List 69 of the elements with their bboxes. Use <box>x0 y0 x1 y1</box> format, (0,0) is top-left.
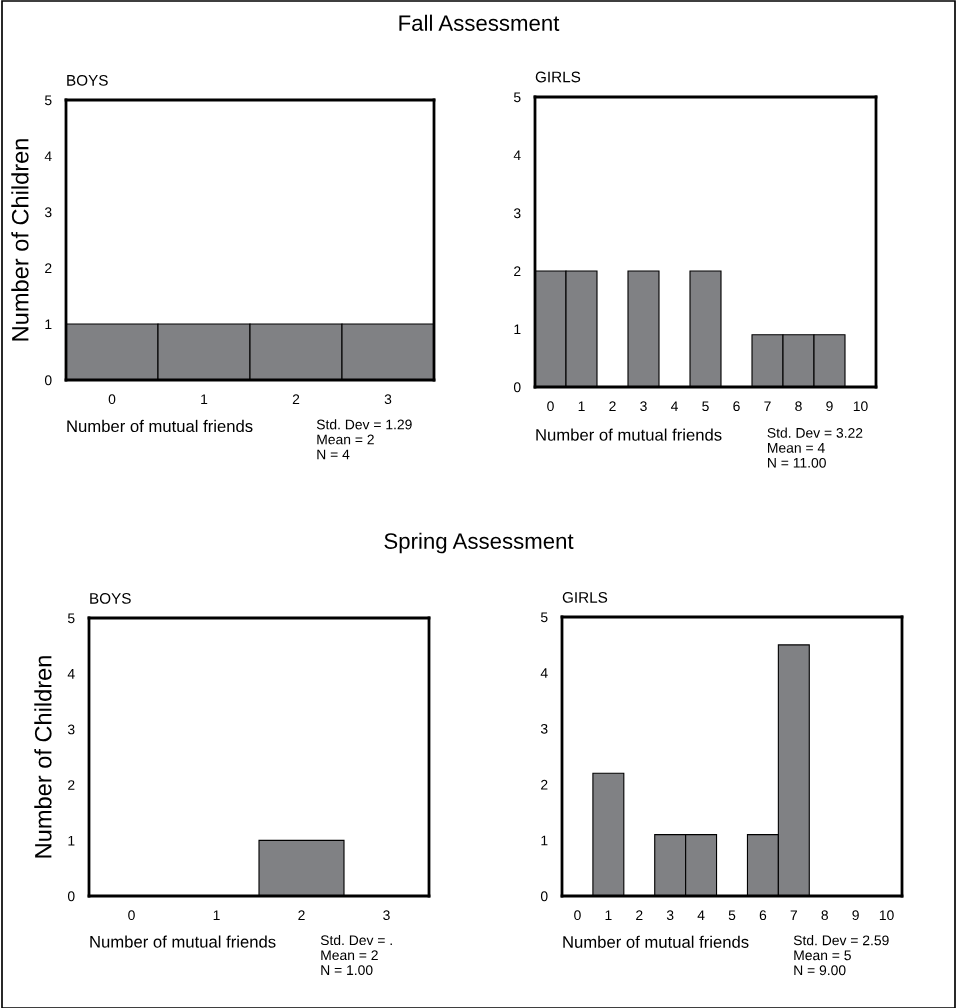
text: Std. Dev = 2.59 Mean = 5 N = 9.00 <box>793 935 889 976</box>
y-axis-title: Number of Children <box>11 139 29 341</box>
x-tick-label: 10 <box>853 401 868 412</box>
x-tick-label: 2 <box>609 401 616 411</box>
x-tick-label: 1 <box>578 401 585 411</box>
y-tick-label: 5 <box>44 95 52 106</box>
y-tick-label: 3 <box>67 724 75 735</box>
y-tick-label: 4 <box>44 151 52 162</box>
x-tick-label: 7 <box>764 401 771 411</box>
text: Std. Dev = 3.22 Mean = 4 N = 11.00 <box>767 427 863 468</box>
x-tick-label: 2 <box>292 394 300 404</box>
y-tick-label: 2 <box>45 263 52 274</box>
x-axis-title: Number of mutual friends <box>67 419 253 433</box>
x-tick-label: 6 <box>733 401 740 412</box>
y-tick-label: 3 <box>44 207 52 218</box>
x-tick-label: 0 <box>128 910 135 921</box>
y-tick-label: 4 <box>67 669 75 679</box>
x-tick-label: 4 <box>670 401 678 411</box>
chart-title: GIRLS <box>535 71 581 83</box>
y-tick-label: 5 <box>513 92 521 103</box>
y-tick-label: 1 <box>541 835 548 846</box>
x-tick-label: 10 <box>879 910 894 921</box>
chart-title: BOYS <box>67 74 108 86</box>
y-tick-label: 4 <box>540 668 548 678</box>
y-tick-label: 0 <box>540 891 548 902</box>
y-tick-label: 2 <box>514 266 521 277</box>
x-axis-title: Number of mutual friends <box>563 935 749 948</box>
y-tick-label: 0 <box>513 382 521 393</box>
x-tick-label: 3 <box>384 394 392 405</box>
x-tick-label: 0 <box>108 394 116 405</box>
x-tick-label: 6 <box>759 910 767 921</box>
text: Std. Dev = 1.29 Mean = 2 N = 4 <box>316 419 412 460</box>
x-tick-label: 2 <box>636 910 643 920</box>
x-tick-label: 9 <box>852 910 859 921</box>
text: Std. Dev = . Mean = 2 N = 1.00 <box>320 934 392 976</box>
y-axis-title: Number of Children <box>34 656 52 858</box>
x-tick-label: 4 <box>697 910 705 920</box>
x-tick-label: 8 <box>795 401 802 412</box>
x-tick-label: 5 <box>728 910 736 921</box>
x-tick-label: 3 <box>640 401 647 412</box>
y-tick-label: 4 <box>513 150 521 161</box>
x-tick-label: 0 <box>574 910 581 921</box>
x-tick-label: 5 <box>702 401 709 412</box>
y-tick-label: 1 <box>45 319 52 330</box>
x-tick-label: 3 <box>383 910 390 921</box>
x-tick-label: 3 <box>666 910 674 921</box>
y-tick-label: 3 <box>513 208 521 219</box>
y-tick-label: 5 <box>540 612 548 623</box>
chart-title: GIRLS <box>562 592 608 603</box>
x-tick-label: 2 <box>298 910 305 920</box>
x-tick-label: 9 <box>826 401 833 412</box>
y-tick-label: 1 <box>68 835 75 846</box>
chart-title: BOYS <box>90 593 131 604</box>
y-tick-label: 2 <box>68 780 75 790</box>
y-tick-label: 0 <box>67 891 75 902</box>
y-tick-label: 3 <box>540 723 548 734</box>
x-axis-title: Number of mutual friends <box>536 428 722 441</box>
y-tick-label: 0 <box>44 375 52 386</box>
x-tick-label: 8 <box>821 910 828 921</box>
x-tick-label: 7 <box>790 910 797 920</box>
x-tick-label: 1 <box>213 910 220 920</box>
x-axis-title: Number of mutual friends <box>90 935 276 948</box>
text: Spring Assessment <box>384 532 574 554</box>
x-tick-label: 1 <box>605 910 612 920</box>
y-tick-label: 5 <box>67 613 75 624</box>
text: Fall Assessment <box>399 14 560 31</box>
y-tick-label: 1 <box>514 324 521 335</box>
y-tick-label: 2 <box>541 779 548 790</box>
x-tick-label: 1 <box>201 394 208 404</box>
